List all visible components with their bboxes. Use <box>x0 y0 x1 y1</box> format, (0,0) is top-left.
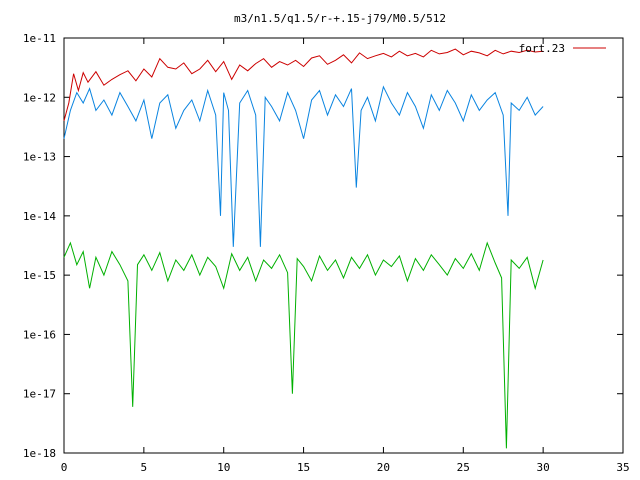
y-tick-label: 1e-17 <box>23 388 56 401</box>
y-axis: 1e-18 1e-17 1e-16 1e-15 1e-14 1e-13 1e-12 1e-11 <box>23 32 623 460</box>
legend-label-fort23: fort.23 <box>519 42 565 55</box>
series-layer <box>63 48 544 449</box>
x-tick-label: 15 <box>297 461 310 474</box>
series-line-1 <box>63 85 544 247</box>
x-tick-label: 35 <box>616 461 629 474</box>
y-tick-label: 1e-14 <box>23 210 56 223</box>
series-line-0 <box>63 48 544 122</box>
x-tick-label: 25 <box>457 461 470 474</box>
y-tick-label: 1e-15 <box>23 269 56 282</box>
y-tick-label: 1e-12 <box>23 91 56 104</box>
x-tick-label: 20 <box>377 461 390 474</box>
legend: fort.23 <box>519 42 606 55</box>
y-tick-label: 1e-18 <box>23 447 56 460</box>
x-tick-label: 10 <box>217 461 230 474</box>
x-tick-label: 5 <box>141 461 148 474</box>
y-tick-label: 1e-16 <box>23 328 56 341</box>
chart-title: m3/n1.5/q1.5/r-+.15-j79/M0.5/512 <box>234 12 446 25</box>
x-tick-label: 0 <box>61 461 68 474</box>
y-tick-label: 1e-13 <box>23 151 56 164</box>
x-axis: 0 5 10 15 20 25 30 35 <box>61 38 630 474</box>
plot-frame <box>63 37 624 454</box>
y-tick-label: 1e-11 <box>23 32 56 45</box>
series-line-2 <box>63 241 544 449</box>
x-tick-label: 30 <box>537 461 550 474</box>
